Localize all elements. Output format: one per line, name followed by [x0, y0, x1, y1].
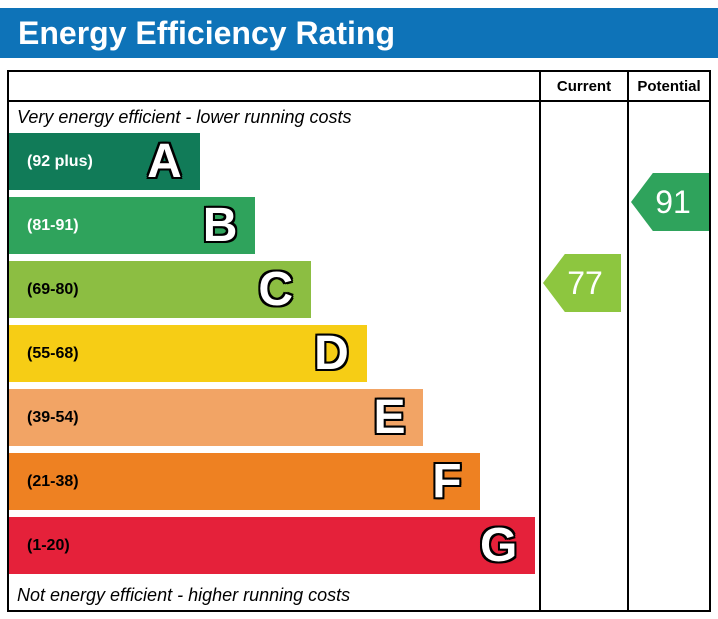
top-note: Very energy efficient - lower running co…: [17, 107, 352, 127]
band-row: (39-54) E: [9, 389, 539, 453]
band-bar: (92 plus) A: [9, 133, 200, 190]
chart-column-header-empty: [9, 72, 539, 100]
band-row: (21-38) F: [9, 453, 539, 517]
bottom-note: Not energy efficient - higher running co…: [17, 585, 351, 605]
band-range-label: (81-91): [27, 216, 79, 234]
band-range-label: (55-68): [27, 344, 79, 362]
band-range-label: (39-54): [27, 408, 79, 426]
band-letter: D: [314, 326, 349, 380]
band-range-label: (21-38): [27, 472, 79, 490]
bands-container: (92 plus) A (81-91) B (69-80) C (55-68) …: [9, 133, 539, 581]
potential-rating-arrow: 91: [631, 173, 709, 231]
current-column: 77: [539, 102, 627, 610]
band-letter: E: [373, 390, 406, 444]
band-row: (1-20) G: [9, 517, 539, 581]
band-letter: G: [479, 518, 518, 572]
current-rating-arrow: 77: [543, 254, 621, 312]
band-bar: (81-91) B: [9, 197, 256, 254]
rating-table: Current Potential Very energy efficient …: [7, 70, 711, 612]
band-bar: (55-68) D: [9, 325, 367, 382]
current-rating-value: 77: [567, 264, 603, 301]
band-range-label: (1-20): [27, 536, 70, 554]
band-bar: (69-80) C: [9, 261, 312, 318]
bands-column: Very energy efficient - lower running co…: [9, 102, 539, 610]
band-bar: (1-20) G: [9, 517, 536, 574]
band-bar: (39-54) E: [9, 389, 424, 446]
band-letter: B: [202, 198, 238, 252]
potential-column: 91: [627, 102, 709, 610]
band-row: (55-68) D: [9, 325, 539, 389]
band-row: (69-80) C: [9, 261, 539, 325]
band-row: (92 plus) A: [9, 133, 539, 197]
page-title: Energy Efficiency Rating: [18, 14, 395, 51]
table-body: Very energy efficient - lower running co…: [9, 102, 709, 610]
band-row: (81-91) B: [9, 197, 539, 261]
potential-rating-value: 91: [655, 183, 691, 220]
band-letter: A: [147, 134, 182, 188]
table-header-row: Current Potential: [9, 72, 709, 102]
band-bar: (21-38) F: [9, 453, 480, 510]
potential-column-header: Potential: [627, 72, 709, 100]
band-letter: C: [258, 262, 294, 316]
current-column-header: Current: [539, 72, 627, 100]
band-letter: F: [432, 454, 462, 508]
title-bar: Energy Efficiency Rating: [0, 8, 718, 58]
band-range-label: (69-80): [27, 280, 79, 298]
band-range-label: (92 plus): [27, 152, 93, 170]
